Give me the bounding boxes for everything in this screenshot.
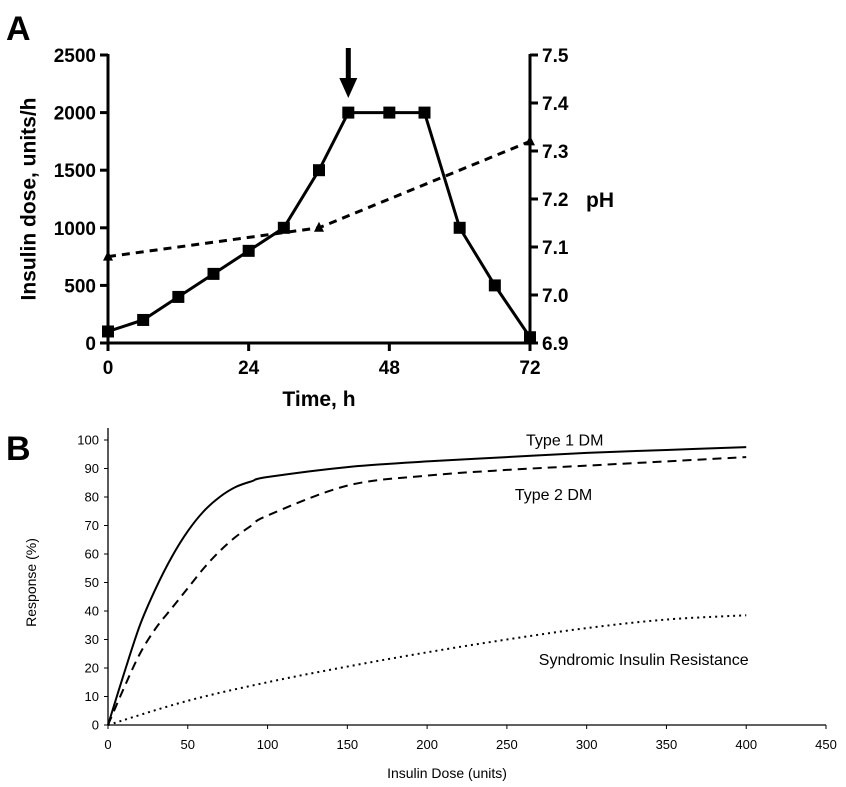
insulin-dose-point — [418, 106, 431, 119]
panel-b-ticks: 0 10 20 30 40 50 60 70 80 90 100 0 50 100 150 200 250 300… — [77, 433, 837, 753]
series-label-type-2-dm: Type 2 DM — [515, 487, 592, 504]
insulin-dose-point — [172, 290, 185, 303]
insulin-dose-point — [453, 221, 466, 234]
insulin-dose-point — [137, 313, 150, 326]
x-tick-label: 0 — [103, 358, 114, 379]
y-tick-label: 90 — [85, 461, 99, 476]
panel-a-series — [102, 106, 536, 344]
ph-point — [103, 250, 113, 261]
panel-b-chart: 0 10 20 30 40 50 60 70 80 90 100 0 50 100 150 200 250 300… — [23, 428, 837, 781]
panel-b-label: B — [6, 430, 31, 468]
right-y-tick-label: 7.2 — [542, 190, 568, 211]
ph-point — [314, 221, 324, 232]
x-tick-label: 150 — [336, 737, 358, 752]
y-tick-label: 50 — [85, 575, 99, 590]
panel-a-y-axis-label: Insulin dose, units/h — [17, 97, 40, 300]
y-tick-label: 0 — [92, 718, 99, 733]
left-y-tick-label: 1000 — [54, 219, 96, 240]
panel-b-axes — [107, 428, 826, 726]
panel-b-y-axis-label: Response (%) — [23, 538, 39, 627]
insulin-dose-point — [524, 331, 536, 344]
series-label-type-1-dm: Type 1 DM — [526, 433, 603, 450]
insulin-dose-point — [277, 221, 290, 234]
left-y-tick-label: 1500 — [54, 161, 96, 182]
insulin-dose-point — [342, 106, 355, 119]
right-y-tick-label: 7.4 — [542, 94, 569, 115]
right-y-tick-label: 7.3 — [542, 142, 568, 163]
left-y-tick-label: 500 — [64, 276, 96, 297]
x-tick-label: 50 — [181, 737, 195, 752]
y-tick-label: 20 — [85, 661, 99, 676]
panel-a-y2-axis-label: pH — [586, 189, 614, 212]
insulin-dose-point — [488, 279, 501, 292]
x-tick-label: 0 — [104, 737, 111, 752]
left-y-tick-label: 2000 — [54, 104, 96, 125]
ph-point — [525, 135, 535, 146]
panel-a-chart: 0 500 1000 1500 2000 2500 6.9 7.0 7.1 7.2 7.3 7.4 7.… — [17, 46, 614, 411]
x-tick-label: 24 — [238, 358, 260, 379]
x-tick-label: 48 — [379, 358, 400, 379]
insulin-dose-point — [242, 244, 255, 257]
right-y-tick-label: 6.9 — [542, 334, 568, 355]
x-tick-label: 200 — [416, 737, 438, 752]
panel-a-label: A — [6, 10, 31, 48]
type-1-dm-curve — [107, 446, 747, 726]
y-tick-label: 70 — [85, 518, 99, 533]
x-tick-label: 100 — [257, 737, 279, 752]
panel-a-arrow-icon — [339, 48, 358, 98]
panel-a-ticks: 0 500 1000 1500 2000 2500 6.9 7.0 7.1 7.2 7.3 7.4 7.… — [54, 46, 569, 379]
y-tick-label: 40 — [85, 604, 99, 619]
y-tick-label: 10 — [85, 689, 99, 704]
insulin-dose-point — [383, 106, 396, 119]
x-tick-label: 400 — [735, 737, 757, 752]
x-tick-label: 300 — [576, 737, 598, 752]
x-tick-label: 250 — [496, 737, 518, 752]
x-tick-label: 72 — [519, 358, 540, 379]
panel-b-series — [107, 446, 747, 726]
right-y-tick-label: 7.0 — [542, 286, 568, 307]
panel-b-x-axis-label: Insulin Dose (units) — [387, 765, 507, 781]
insulin-dose-point — [102, 325, 114, 338]
insulin-dose-point — [207, 267, 220, 280]
series-label-syndromic-insulin-resistance: Syndromic Insulin Resistance — [539, 652, 749, 669]
x-tick-label: 350 — [656, 737, 678, 752]
insulin-dose-point — [313, 164, 325, 177]
y-tick-label: 30 — [85, 632, 99, 647]
y-tick-label: 100 — [77, 433, 99, 448]
right-y-tick-label: 7.5 — [542, 46, 569, 67]
type-2-dm-curve — [107, 456, 747, 726]
left-y-tick-label: 0 — [85, 334, 96, 355]
syndromic-insulin-resistance-curve — [107, 614, 747, 726]
y-tick-label: 60 — [85, 547, 99, 562]
right-y-tick-label: 7.1 — [542, 238, 569, 259]
left-y-tick-label: 2500 — [54, 46, 96, 67]
x-tick-label: 450 — [815, 737, 837, 752]
y-tick-label: 80 — [85, 490, 99, 505]
panel-a-x-axis-label: Time, h — [282, 388, 355, 411]
